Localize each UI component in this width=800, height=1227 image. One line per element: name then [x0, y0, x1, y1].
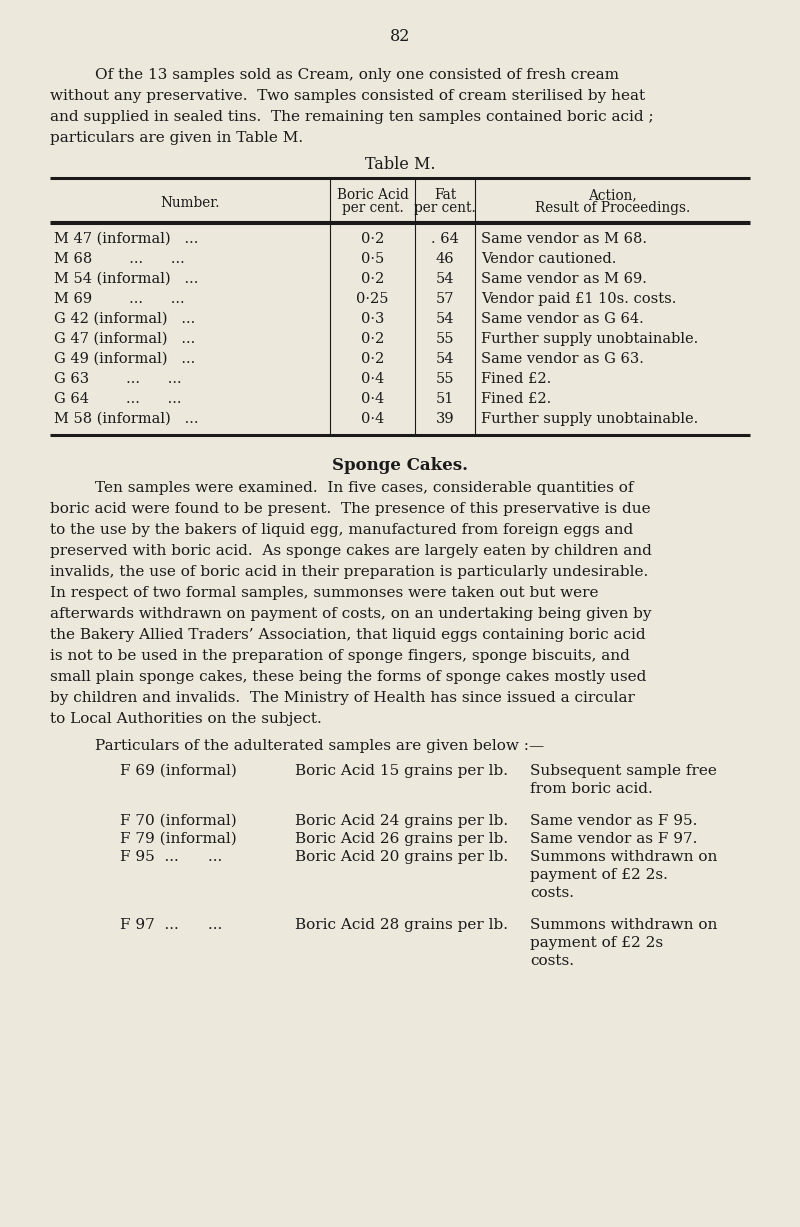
Text: small plain sponge cakes, these being the forms of sponge cakes mostly used: small plain sponge cakes, these being th… — [50, 670, 646, 683]
Text: 0·25: 0·25 — [356, 292, 389, 306]
Text: M 58 (informal)   ...: M 58 (informal) ... — [54, 412, 198, 426]
Text: F 69 (informal): F 69 (informal) — [120, 764, 237, 778]
Text: 54: 54 — [436, 312, 454, 326]
Text: G 49 (informal)   ...: G 49 (informal) ... — [54, 352, 195, 366]
Text: Fined £2.: Fined £2. — [481, 372, 551, 387]
Text: to the use by the bakers of liquid egg, manufactured from foreign eggs and: to the use by the bakers of liquid egg, … — [50, 523, 634, 537]
Text: 46: 46 — [436, 252, 454, 266]
Text: Vendor cautioned.: Vendor cautioned. — [481, 252, 616, 266]
Text: M 68        ...      ...: M 68 ... ... — [54, 252, 185, 266]
Text: and supplied in sealed tins.  The remaining ten samples contained boric acid ;: and supplied in sealed tins. The remaini… — [50, 110, 654, 124]
Text: Same vendor as F 97.: Same vendor as F 97. — [530, 832, 698, 845]
Text: G 47 (informal)   ...: G 47 (informal) ... — [54, 333, 195, 346]
Text: Summons withdrawn on: Summons withdrawn on — [530, 918, 718, 933]
Text: Boric Acid 15 grains per lb.: Boric Acid 15 grains per lb. — [295, 764, 508, 778]
Text: Same vendor as G 64.: Same vendor as G 64. — [481, 312, 644, 326]
Text: 0·4: 0·4 — [361, 372, 384, 387]
Text: Vendor paid £1 10s. costs.: Vendor paid £1 10s. costs. — [481, 292, 676, 306]
Text: to Local Authorities on the subject.: to Local Authorities on the subject. — [50, 712, 322, 726]
Text: Boric Acid: Boric Acid — [337, 188, 409, 202]
Text: 0·4: 0·4 — [361, 412, 384, 426]
Text: Boric Acid 24 grains per lb.: Boric Acid 24 grains per lb. — [295, 814, 508, 828]
Text: from boric acid.: from boric acid. — [530, 782, 653, 796]
Text: G 63        ...      ...: G 63 ... ... — [54, 372, 182, 387]
Text: the Bakery Allied Traders’ Association, that liquid eggs containing boric acid: the Bakery Allied Traders’ Association, … — [50, 628, 646, 642]
Text: without any preservative.  Two samples consisted of cream sterilised by heat: without any preservative. Two samples co… — [50, 90, 645, 103]
Text: G 64        ...      ...: G 64 ... ... — [54, 391, 182, 406]
Text: Result of Proceedings.: Result of Proceedings. — [535, 201, 690, 215]
Text: afterwards withdrawn on payment of costs, on an undertaking being given by: afterwards withdrawn on payment of costs… — [50, 607, 651, 621]
Text: 55: 55 — [436, 333, 454, 346]
Text: Further supply unobtainable.: Further supply unobtainable. — [481, 333, 698, 346]
Text: Boric Acid 20 grains per lb.: Boric Acid 20 grains per lb. — [295, 850, 508, 864]
Text: M 47 (informal)   ...: M 47 (informal) ... — [54, 232, 198, 245]
Text: invalids, the use of boric acid in their preparation is particularly undesirable: invalids, the use of boric acid in their… — [50, 564, 648, 579]
Text: Number.: Number. — [160, 196, 220, 210]
Text: preserved with boric acid.  As sponge cakes are largely eaten by children and: preserved with boric acid. As sponge cak… — [50, 544, 652, 558]
Text: 51: 51 — [436, 391, 454, 406]
Text: payment of £2 2s: payment of £2 2s — [530, 936, 663, 950]
Text: Action,: Action, — [588, 188, 637, 202]
Text: Table M.: Table M. — [365, 156, 435, 173]
Text: Of the 13 samples sold as Cream, only one consisted of fresh cream: Of the 13 samples sold as Cream, only on… — [95, 67, 619, 82]
Text: particulars are given in Table M.: particulars are given in Table M. — [50, 131, 303, 145]
Text: M 69        ...      ...: M 69 ... ... — [54, 292, 185, 306]
Text: Sponge Cakes.: Sponge Cakes. — [332, 456, 468, 474]
Text: payment of £2 2s.: payment of £2 2s. — [530, 867, 668, 882]
Text: Ten samples were examined.  In five cases, considerable quantities of: Ten samples were examined. In five cases… — [95, 481, 634, 494]
Text: 0·2: 0·2 — [361, 333, 384, 346]
Text: F 70 (informal): F 70 (informal) — [120, 814, 237, 828]
Text: G 42 (informal)   ...: G 42 (informal) ... — [54, 312, 195, 326]
Text: Same vendor as M 69.: Same vendor as M 69. — [481, 272, 647, 286]
Text: 0·2: 0·2 — [361, 352, 384, 366]
Text: per cent.: per cent. — [342, 201, 403, 215]
Text: In respect of two formal samples, summonses were taken out but were: In respect of two formal samples, summon… — [50, 587, 598, 600]
Text: 55: 55 — [436, 372, 454, 387]
Text: per cent.: per cent. — [414, 201, 476, 215]
Text: 0·3: 0·3 — [361, 312, 384, 326]
Text: F 97  ...      ...: F 97 ... ... — [120, 918, 222, 933]
Text: by children and invalids.  The Ministry of Health has since issued a circular: by children and invalids. The Ministry o… — [50, 691, 635, 706]
Text: 0·2: 0·2 — [361, 272, 384, 286]
Text: 0·4: 0·4 — [361, 391, 384, 406]
Text: 0·2: 0·2 — [361, 232, 384, 245]
Text: Further supply unobtainable.: Further supply unobtainable. — [481, 412, 698, 426]
Text: F 95  ...      ...: F 95 ... ... — [120, 850, 222, 864]
Text: is not to be used in the preparation of sponge fingers, sponge biscuits, and: is not to be used in the preparation of … — [50, 649, 630, 663]
Text: Same vendor as M 68.: Same vendor as M 68. — [481, 232, 647, 245]
Text: costs.: costs. — [530, 955, 574, 968]
Text: M 54 (informal)   ...: M 54 (informal) ... — [54, 272, 198, 286]
Text: Fined £2.: Fined £2. — [481, 391, 551, 406]
Text: Boric Acid 28 grains per lb.: Boric Acid 28 grains per lb. — [295, 918, 508, 933]
Text: . 64: . 64 — [431, 232, 459, 245]
Text: 54: 54 — [436, 272, 454, 286]
Text: costs.: costs. — [530, 886, 574, 899]
Text: 82: 82 — [390, 28, 410, 45]
Text: Summons withdrawn on: Summons withdrawn on — [530, 850, 718, 864]
Text: Same vendor as G 63.: Same vendor as G 63. — [481, 352, 644, 366]
Text: F 79 (informal): F 79 (informal) — [120, 832, 237, 845]
Text: Particulars of the adulterated samples are given below :—: Particulars of the adulterated samples a… — [95, 739, 544, 753]
Text: Boric Acid 26 grains per lb.: Boric Acid 26 grains per lb. — [295, 832, 508, 845]
Text: 39: 39 — [436, 412, 454, 426]
Text: Subsequent sample free: Subsequent sample free — [530, 764, 717, 778]
Text: 57: 57 — [436, 292, 454, 306]
Text: boric acid were found to be present.  The presence of this preservative is due: boric acid were found to be present. The… — [50, 502, 650, 517]
Text: Same vendor as F 95.: Same vendor as F 95. — [530, 814, 698, 828]
Text: 0·5: 0·5 — [361, 252, 384, 266]
Text: Fat: Fat — [434, 188, 456, 202]
Text: 54: 54 — [436, 352, 454, 366]
